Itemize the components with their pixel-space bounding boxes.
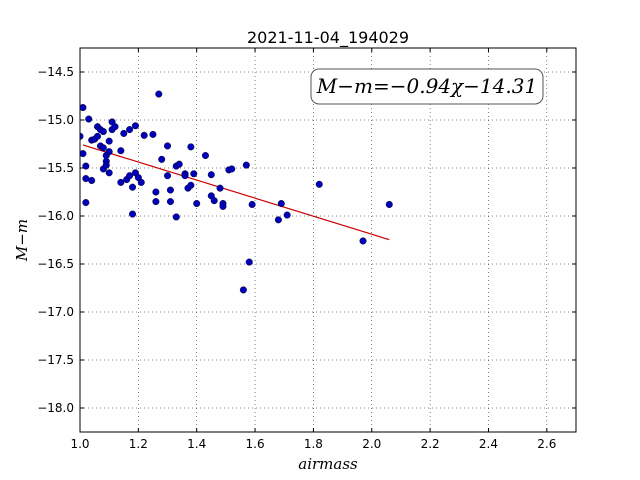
data-point [172,213,180,221]
data-point [137,178,145,186]
data-point [248,200,256,208]
data-point [274,216,282,224]
data-point [117,178,125,186]
data-point [228,165,236,173]
axis-ticks: 1.0 1.2 1.4 1.6 1.8 2.0 2.2 2.4 2.6 −14.5 −15.0 −15… [37,48,576,451]
data-point [164,142,172,150]
data-point [105,169,113,177]
y-tick-label: −17.5 [37,353,74,367]
data-point [315,180,323,188]
data-point [166,198,174,206]
data-point [181,172,189,180]
data-point [82,175,90,183]
data-point [80,132,84,140]
data-point [210,197,218,205]
data-point [120,129,128,137]
chart-title: 2021-11-04_194029 [247,28,409,48]
x-tick-label: 1.4 [187,437,206,451]
data-point [155,90,163,98]
data-point [126,172,134,180]
data-point [149,130,157,138]
x-tick-label: 2.6 [537,437,556,451]
data-point [131,122,139,130]
y-tick-label: −15.0 [37,113,74,127]
data-point [105,148,113,156]
fit-annotation: M−m=−0.94χ−14.31 [310,68,544,105]
data-point [187,181,195,189]
x-tick-label: 1.8 [304,437,323,451]
data-point [190,170,198,178]
data-point [201,152,209,160]
data-point [245,258,253,266]
data-points [80,90,393,294]
plot-area: 1.0 1.2 1.4 1.6 1.8 2.0 2.2 2.4 2.6 −14.5 −15.0 −15… [37,47,577,451]
data-point [242,161,250,169]
plot-background [80,48,576,432]
x-axis-label: airmass [298,455,358,473]
data-point [216,184,224,192]
x-tick-label: 1.2 [129,437,148,451]
data-point [126,126,134,134]
x-tick-label: 2.0 [362,437,381,451]
data-point [152,198,160,206]
y-tick-label: −18.0 [37,401,74,415]
data-point [193,200,201,208]
data-point [187,143,195,151]
data-point [80,150,87,158]
y-axis-label: M−m [13,219,31,262]
data-point [111,123,119,131]
fit-equation: M−m=−0.94χ−14.31 [316,74,537,98]
data-point [117,147,125,155]
x-tick-label: 2.4 [479,437,498,451]
data-point [219,202,227,210]
data-point [85,115,93,123]
y-tick-label: −16.5 [37,257,74,271]
data-point [94,132,102,140]
y-tick-label: −17.0 [37,305,74,319]
data-point [207,171,215,179]
data-point [152,188,160,196]
data-point [82,199,90,207]
data-point [239,286,247,294]
data-point [102,161,110,169]
x-tick-label: 1.0 [70,437,89,451]
data-point [175,160,183,168]
data-point [164,172,172,180]
data-point [129,210,137,218]
data-point [166,186,174,194]
fit-line [82,144,390,241]
data-point [385,200,393,208]
data-point [99,128,107,136]
data-point [283,211,291,219]
x-tick-label: 1.6 [246,437,265,451]
data-point [88,176,96,184]
data-point [158,155,166,163]
data-point [359,237,367,245]
data-point [105,137,113,145]
data-point [129,183,137,191]
data-point [80,104,87,112]
plot-frame [79,47,577,433]
y-tick-label: −14.5 [37,65,74,79]
data-point [99,144,107,152]
data-point [140,131,148,139]
annotation-box [310,68,544,105]
y-tick-label: −16.0 [37,209,74,223]
y-tick-label: −15.5 [37,161,74,175]
data-point [82,162,90,170]
data-point [277,200,285,208]
x-tick-label: 2.2 [421,437,440,451]
